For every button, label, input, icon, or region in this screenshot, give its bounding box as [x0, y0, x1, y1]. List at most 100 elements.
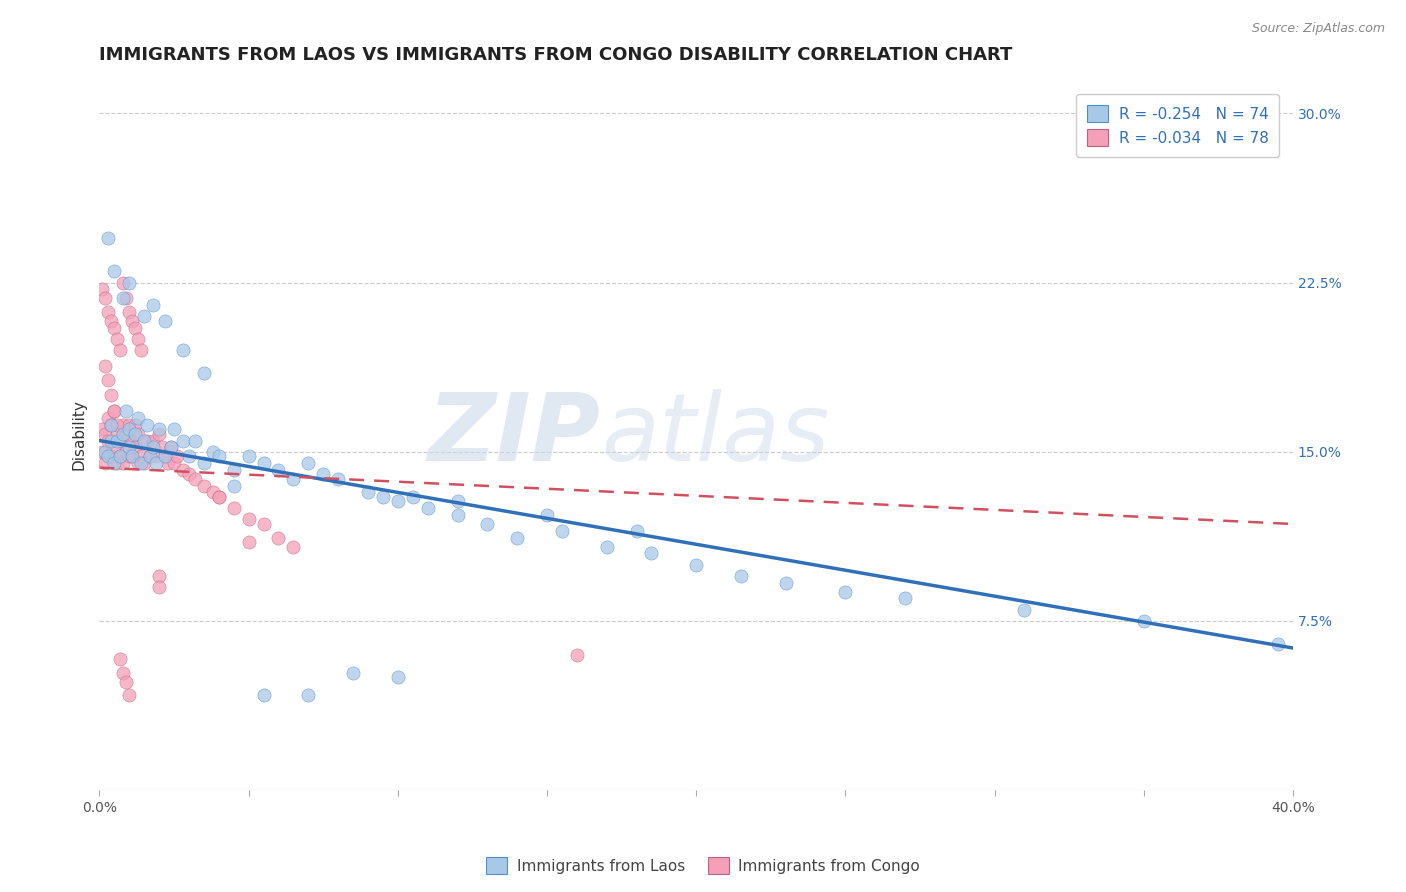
Point [166, 450, 188, 464]
Point [506, 531, 529, 545]
Point [596, 540, 619, 554]
Point [148, 426, 170, 441]
Point [100, 314, 122, 328]
Point [142, 440, 165, 454]
Point [446, 494, 468, 508]
Point [100, 417, 122, 432]
Point [97, 373, 120, 387]
Point [121, 450, 143, 464]
Point [112, 456, 135, 470]
Point [238, 512, 260, 526]
Point [124, 426, 146, 441]
Point [97, 411, 120, 425]
Point [115, 445, 138, 459]
Point [112, 426, 135, 441]
Point [312, 467, 335, 482]
Point [834, 584, 856, 599]
Point [387, 670, 409, 684]
Point [139, 450, 162, 464]
Point [118, 689, 141, 703]
Point [112, 292, 135, 306]
Point [110, 652, 132, 666]
Point [127, 456, 149, 470]
Text: IMMIGRANTS FROM LAOS VS IMMIGRANTS FROM CONGO DISABILITY CORRELATION CHART: IMMIGRANTS FROM LAOS VS IMMIGRANTS FROM … [100, 46, 1012, 64]
Point [100, 417, 122, 432]
Point [153, 450, 176, 464]
Point [208, 450, 231, 464]
Point [103, 320, 125, 334]
Point [103, 404, 125, 418]
Point [103, 264, 125, 278]
Point [193, 478, 215, 492]
Point [1133, 614, 1156, 628]
Point [100, 388, 122, 402]
Point [97, 230, 120, 244]
Point [97, 450, 120, 464]
Point [129, 456, 152, 470]
Point [685, 558, 707, 572]
Point [640, 546, 662, 560]
Text: atlas: atlas [600, 390, 830, 481]
Point [118, 422, 141, 436]
Point [201, 485, 224, 500]
Point [112, 417, 135, 432]
Point [267, 463, 290, 477]
Point [100, 434, 122, 448]
Point [177, 450, 200, 464]
Legend: R = -0.254   N = 74, R = -0.034   N = 78: R = -0.254 N = 74, R = -0.034 N = 78 [1076, 95, 1279, 157]
Point [145, 450, 167, 464]
Point [172, 463, 194, 477]
Point [565, 648, 588, 662]
Point [1014, 603, 1036, 617]
Point [283, 472, 305, 486]
Point [283, 540, 305, 554]
Point [118, 440, 141, 454]
Point [124, 440, 146, 454]
Point [105, 426, 128, 441]
Point [172, 434, 194, 448]
Point [103, 456, 125, 470]
Point [153, 450, 176, 464]
Point [387, 494, 409, 508]
Point [145, 456, 167, 470]
Point [134, 434, 156, 448]
Point [177, 467, 200, 482]
Point [110, 343, 132, 358]
Point [160, 440, 183, 454]
Point [252, 456, 274, 470]
Point [121, 314, 143, 328]
Point [127, 332, 149, 346]
Point [136, 434, 159, 448]
Point [118, 276, 141, 290]
Point [416, 501, 439, 516]
Text: ZIP: ZIP [427, 389, 600, 481]
Point [110, 450, 132, 464]
Point [446, 508, 468, 522]
Point [121, 450, 143, 464]
Point [129, 343, 152, 358]
Point [142, 298, 165, 312]
Point [97, 434, 120, 448]
Point [103, 404, 125, 418]
Point [121, 434, 143, 448]
Point [148, 569, 170, 583]
Point [222, 501, 245, 516]
Point [118, 417, 141, 432]
Point [238, 535, 260, 549]
Point [136, 417, 159, 432]
Point [775, 575, 797, 590]
Point [115, 404, 138, 418]
Point [477, 516, 499, 531]
Point [112, 665, 135, 680]
Point [94, 426, 117, 441]
Point [91, 422, 114, 436]
Point [112, 276, 135, 290]
Point [134, 456, 156, 470]
Y-axis label: Disability: Disability [72, 400, 86, 470]
Point [100, 450, 122, 464]
Point [150, 440, 173, 454]
Point [193, 366, 215, 380]
Point [105, 332, 128, 346]
Point [252, 516, 274, 531]
Point [894, 591, 917, 606]
